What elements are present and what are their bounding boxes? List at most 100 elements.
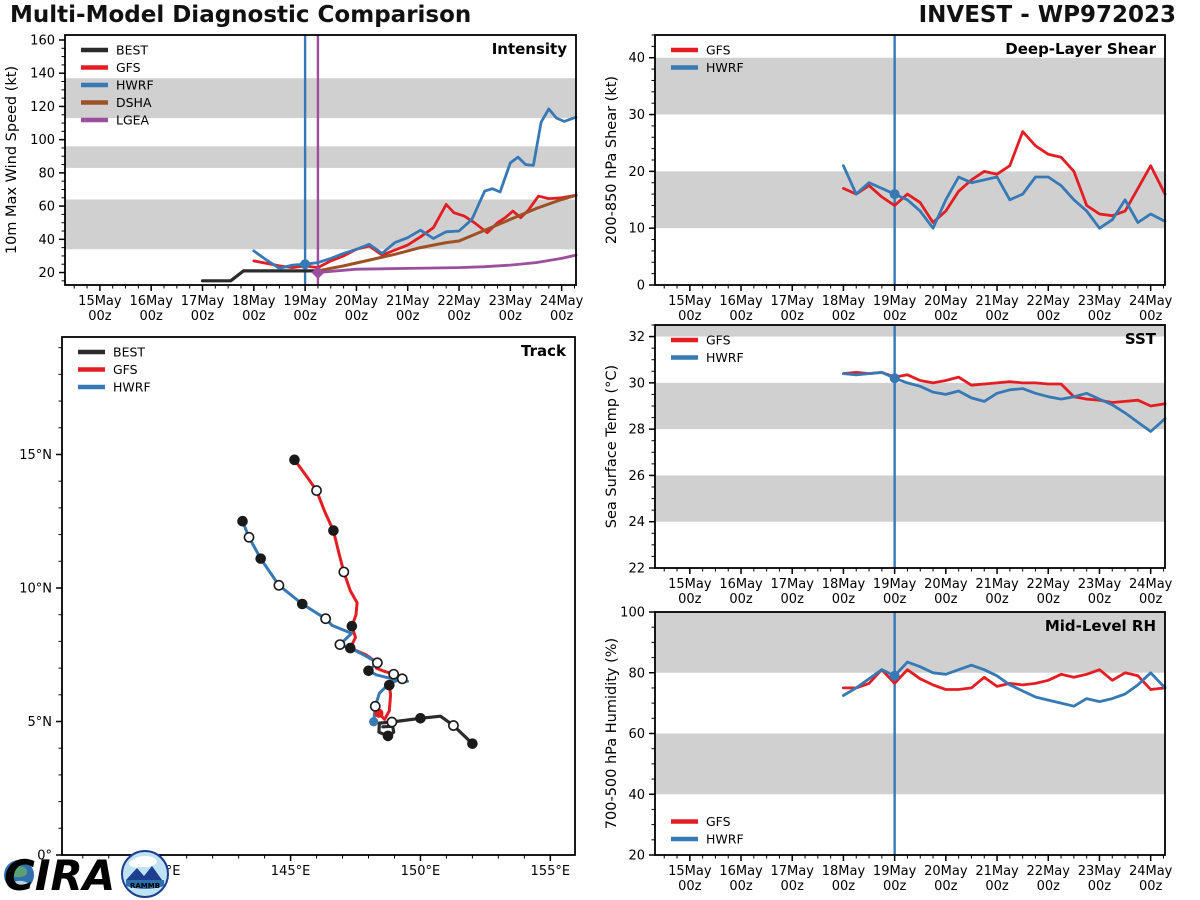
svg-text:Deep-Layer Shear: Deep-Layer Shear [1005, 40, 1156, 58]
svg-text:00z: 00z [140, 309, 164, 324]
track-chart: 140°E145°E150°E155°E0°5°N10°N15°NTrackBE… [19, 336, 576, 879]
rammb-label: RAMMB [130, 882, 160, 890]
svg-text:30: 30 [628, 108, 645, 123]
svg-text:17May: 17May [181, 294, 225, 309]
svg-text:00z: 00z [1139, 879, 1163, 894]
svg-text:Track: Track [521, 342, 567, 360]
svg-text:HWRF: HWRF [113, 380, 151, 395]
svg-text:19May: 19May [873, 294, 917, 309]
svg-text:00z: 00z [934, 592, 958, 607]
svg-text:HWRF: HWRF [116, 78, 154, 93]
svg-text:200-850 hPa Shear (kt): 200-850 hPa Shear (kt) [604, 76, 620, 244]
svg-text:23May: 23May [1078, 577, 1122, 592]
svg-text:23May: 23May [1078, 864, 1122, 879]
svg-text:00z: 00z [1037, 309, 1061, 324]
svg-text:22May: 22May [1027, 577, 1071, 592]
svg-text:00z: 00z [729, 879, 753, 894]
svg-text:00z: 00z [985, 879, 1009, 894]
svg-text:20May: 20May [335, 294, 379, 309]
svg-text:18May: 18May [822, 577, 866, 592]
svg-text:00z: 00z [678, 592, 702, 607]
svg-text:16May: 16May [719, 294, 763, 309]
svg-text:00z: 00z [985, 309, 1009, 324]
svg-text:19May: 19May [873, 577, 917, 592]
svg-text:00z: 00z [396, 309, 420, 324]
svg-text:00z: 00z [1088, 309, 1112, 324]
svg-text:00z: 00z [832, 592, 856, 607]
svg-text:00z: 00z [293, 309, 317, 324]
svg-text:GFS: GFS [116, 60, 141, 75]
svg-text:GFS: GFS [706, 814, 731, 829]
svg-text:15May: 15May [668, 294, 712, 309]
svg-text:Mid-Level RH: Mid-Level RH [1045, 617, 1156, 635]
page-title: Multi-Model Diagnostic Comparison [10, 2, 472, 28]
svg-text:22May: 22May [437, 294, 481, 309]
svg-text:120: 120 [30, 100, 55, 115]
svg-text:40: 40 [38, 233, 55, 248]
svg-text:00z: 00z [88, 309, 112, 324]
svg-text:24May: 24May [1129, 577, 1173, 592]
svg-text:18May: 18May [822, 864, 866, 879]
svg-text:19May: 19May [283, 294, 327, 309]
svg-text:16May: 16May [129, 294, 173, 309]
svg-text:21May: 21May [975, 864, 1019, 879]
svg-text:00z: 00z [499, 309, 523, 324]
svg-text:20May: 20May [924, 577, 968, 592]
svg-text:20: 20 [628, 165, 645, 180]
svg-text:00z: 00z [1037, 879, 1061, 894]
deep-layer-shear-chart: 15May00z16May00z17May00z18May00z19May00z… [604, 34, 1173, 324]
svg-text:00z: 00z [832, 879, 856, 894]
svg-text:20May: 20May [924, 294, 968, 309]
storm-id-title: INVEST - WP972023 [918, 2, 1176, 28]
svg-text:40: 40 [628, 51, 645, 66]
svg-text:BEST: BEST [116, 43, 148, 58]
cira-rammb-logo: CIRA RAMMB [2, 846, 202, 900]
svg-text:10°N: 10°N [19, 581, 52, 596]
svg-text:00z: 00z [550, 309, 574, 324]
svg-text:26: 26 [628, 469, 645, 484]
svg-text:HWRF: HWRF [706, 350, 744, 365]
svg-text:SST: SST [1125, 330, 1157, 348]
svg-text:00z: 00z [1037, 592, 1061, 607]
svg-text:20May: 20May [924, 864, 968, 879]
intensity-chart: 15May00z16May00z17May00z18May00z19May00z… [4, 33, 584, 324]
svg-text:00z: 00z [447, 309, 471, 324]
svg-text:24May: 24May [540, 294, 584, 309]
svg-text:22May: 22May [1027, 864, 1071, 879]
svg-text:28: 28 [628, 423, 645, 438]
svg-text:10: 10 [628, 222, 645, 237]
svg-text:30: 30 [628, 376, 645, 391]
cira-wordmark: CIRA [4, 851, 115, 900]
svg-text:15°N: 15°N [19, 448, 52, 463]
svg-text:00z: 00z [1088, 879, 1112, 894]
svg-text:18May: 18May [232, 294, 276, 309]
svg-text:23May: 23May [489, 294, 533, 309]
svg-text:18May: 18May [822, 294, 866, 309]
globe-icon [4, 860, 34, 890]
svg-text:155°E: 155°E [531, 864, 571, 879]
svg-text:00z: 00z [934, 309, 958, 324]
svg-text:22May: 22May [1027, 294, 1071, 309]
svg-text:20: 20 [628, 849, 645, 864]
svg-text:0°: 0° [37, 849, 52, 864]
svg-text:150°E: 150°E [401, 864, 441, 879]
svg-text:24May: 24May [1129, 864, 1173, 879]
svg-text:16May: 16May [719, 577, 763, 592]
svg-text:HWRF: HWRF [706, 60, 744, 75]
svg-text:00z: 00z [729, 592, 753, 607]
svg-text:00z: 00z [832, 309, 856, 324]
svg-text:LGEA: LGEA [116, 113, 150, 128]
svg-text:DSHA: DSHA [116, 95, 152, 110]
svg-text:145°E: 145°E [271, 864, 311, 879]
mid-level-rh-chart: 15May00z16May00z17May00z18May00z19May00z… [604, 606, 1173, 895]
svg-text:00z: 00z [1139, 592, 1163, 607]
svg-text:00z: 00z [678, 309, 702, 324]
svg-text:00z: 00z [1088, 592, 1112, 607]
svg-text:60: 60 [628, 727, 645, 742]
svg-text:0: 0 [637, 279, 645, 294]
svg-text:15May: 15May [78, 294, 122, 309]
svg-text:00z: 00z [934, 879, 958, 894]
svg-text:32: 32 [628, 330, 645, 345]
svg-text:15May: 15May [668, 577, 712, 592]
